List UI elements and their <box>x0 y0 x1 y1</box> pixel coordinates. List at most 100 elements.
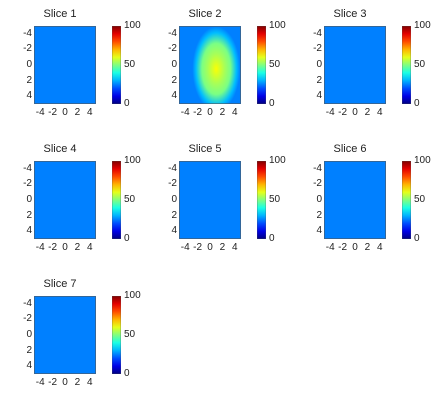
y-tick-label: 0 <box>171 194 177 205</box>
colorbar-tick-label: 0 <box>124 233 130 244</box>
slice-panel: Slice 5 -4 -2 0 2 4 -4 -2 0 2 4 100 50 0 <box>145 135 290 270</box>
y-tick-label: -2 <box>168 178 177 190</box>
heatmap-plot <box>34 161 96 239</box>
plot-frame <box>34 26 96 104</box>
slice-panel: Slice 6 -4 -2 0 2 4 -4 -2 0 2 4 100 50 0 <box>290 135 435 270</box>
colorbar-gradient <box>257 26 266 104</box>
y-tick-label: -4 <box>23 297 32 309</box>
y-tick-label: 4 <box>26 225 32 237</box>
heatmap-plot <box>34 26 96 104</box>
colorbar-svg <box>112 26 121 104</box>
x-tick-label: -2 <box>193 107 203 118</box>
slice-title: Slice 4 <box>43 143 77 155</box>
y-tick-label: 2 <box>26 74 32 86</box>
x-tick-label: -4 <box>325 107 335 118</box>
colorbar-gradient <box>112 296 121 374</box>
y-tick-label: 0 <box>316 59 322 70</box>
colorbar <box>112 296 121 374</box>
y-tick-label: -2 <box>313 43 322 55</box>
heatmap-svg <box>34 296 96 374</box>
x-tick-label: 4 <box>377 242 383 253</box>
y-tick-label: 4 <box>171 90 177 102</box>
colorbar-tick-label: 50 <box>414 194 426 205</box>
x-tick-label: 2 <box>74 242 81 253</box>
plot-frame <box>34 161 96 239</box>
slice-panel: Slice 3 -4 -2 0 2 4 -4 -2 0 2 4 100 50 0 <box>290 0 435 135</box>
x-tick-label: -4 <box>180 242 190 253</box>
heatmap-plot <box>179 26 241 104</box>
y-tick-label: -4 <box>168 27 177 39</box>
x-tick-label: 0 <box>62 107 68 118</box>
colorbar-tick-label: 100 <box>124 155 141 166</box>
plot-frame <box>179 26 241 104</box>
x-tick-label: -2 <box>48 107 58 118</box>
colorbar-tick-label: 50 <box>269 59 281 70</box>
x-tick-label: 2 <box>74 107 81 118</box>
heatmap-svg <box>179 26 241 104</box>
y-tick-label: 4 <box>26 360 32 372</box>
x-tick-label: 2 <box>364 107 371 118</box>
heatmap-hotspot <box>192 26 241 104</box>
slice-title: Slice 1 <box>43 8 77 20</box>
colorbar-tick-label: 50 <box>124 194 136 205</box>
x-tick-label: -4 <box>325 242 335 253</box>
heatmap-svg <box>34 161 96 239</box>
x-tick-label: 2 <box>219 242 226 253</box>
colorbar-svg <box>112 161 121 239</box>
y-tick-label: 4 <box>171 225 177 237</box>
heatmap-background <box>34 296 96 374</box>
heatmap-svg <box>324 161 386 239</box>
heatmap-svg <box>324 26 386 104</box>
x-tick-label: 0 <box>62 242 68 253</box>
colorbar-gradient <box>112 26 121 104</box>
y-tick-label: -2 <box>23 43 32 55</box>
y-tick-label: 0 <box>26 194 32 205</box>
colorbar-svg <box>112 296 121 374</box>
x-tick-label: -2 <box>338 242 348 253</box>
y-tick-label: 2 <box>316 74 322 86</box>
y-tick-label: 2 <box>26 209 32 221</box>
heatmap-plot <box>324 161 386 239</box>
y-tick-label: 4 <box>26 90 32 102</box>
colorbar-tick-label: 0 <box>269 233 275 244</box>
x-tick-label: 4 <box>377 107 383 118</box>
y-tick-label: -4 <box>313 27 322 39</box>
y-tick-label: 2 <box>171 209 177 221</box>
colorbar-gradient <box>112 161 121 239</box>
y-tick-label: -4 <box>168 162 177 174</box>
heatmap-background <box>34 161 96 239</box>
colorbar-tick-label: 0 <box>124 98 130 109</box>
x-tick-label: -4 <box>35 377 45 388</box>
x-tick-label: -2 <box>193 242 203 253</box>
y-tick-label: 0 <box>171 59 177 70</box>
x-tick-label: 0 <box>62 377 68 388</box>
y-tick-label: 2 <box>171 74 177 86</box>
x-tick-label: -4 <box>35 242 45 253</box>
x-tick-label: 0 <box>352 107 358 118</box>
heatmap-background <box>324 26 386 104</box>
slice-panel: Slice 2 -4 -2 0 2 4 -4 -2 0 2 4 100 50 0 <box>145 0 290 135</box>
colorbar-tick-label: 50 <box>269 194 281 205</box>
x-tick-label: 2 <box>74 377 81 388</box>
colorbar <box>112 161 121 239</box>
slice-title: Slice 7 <box>43 278 77 290</box>
colorbar-tick-label: 0 <box>414 233 420 244</box>
x-tick-label: -4 <box>180 107 190 118</box>
colorbar-gradient <box>257 161 266 239</box>
colorbar-tick-label: 0 <box>269 98 275 109</box>
y-tick-label: 4 <box>316 90 322 102</box>
colorbar-tick-label: 50 <box>124 59 136 70</box>
y-tick-label: 0 <box>26 329 32 340</box>
heatmap-svg <box>179 161 241 239</box>
colorbar <box>402 26 411 104</box>
y-tick-label: -2 <box>313 178 322 190</box>
slice-panel: Slice 1 -4 -2 0 2 4 -4 -2 0 2 4 100 50 0 <box>0 0 145 135</box>
y-tick-label: 2 <box>316 209 322 221</box>
colorbar-svg <box>257 161 266 239</box>
colorbar-tick-label: 50 <box>414 59 426 70</box>
x-tick-label: 4 <box>87 107 93 118</box>
x-tick-label: -2 <box>338 107 348 118</box>
x-tick-label: 4 <box>232 242 238 253</box>
y-tick-label: 0 <box>316 194 322 205</box>
heatmap-plot <box>324 26 386 104</box>
